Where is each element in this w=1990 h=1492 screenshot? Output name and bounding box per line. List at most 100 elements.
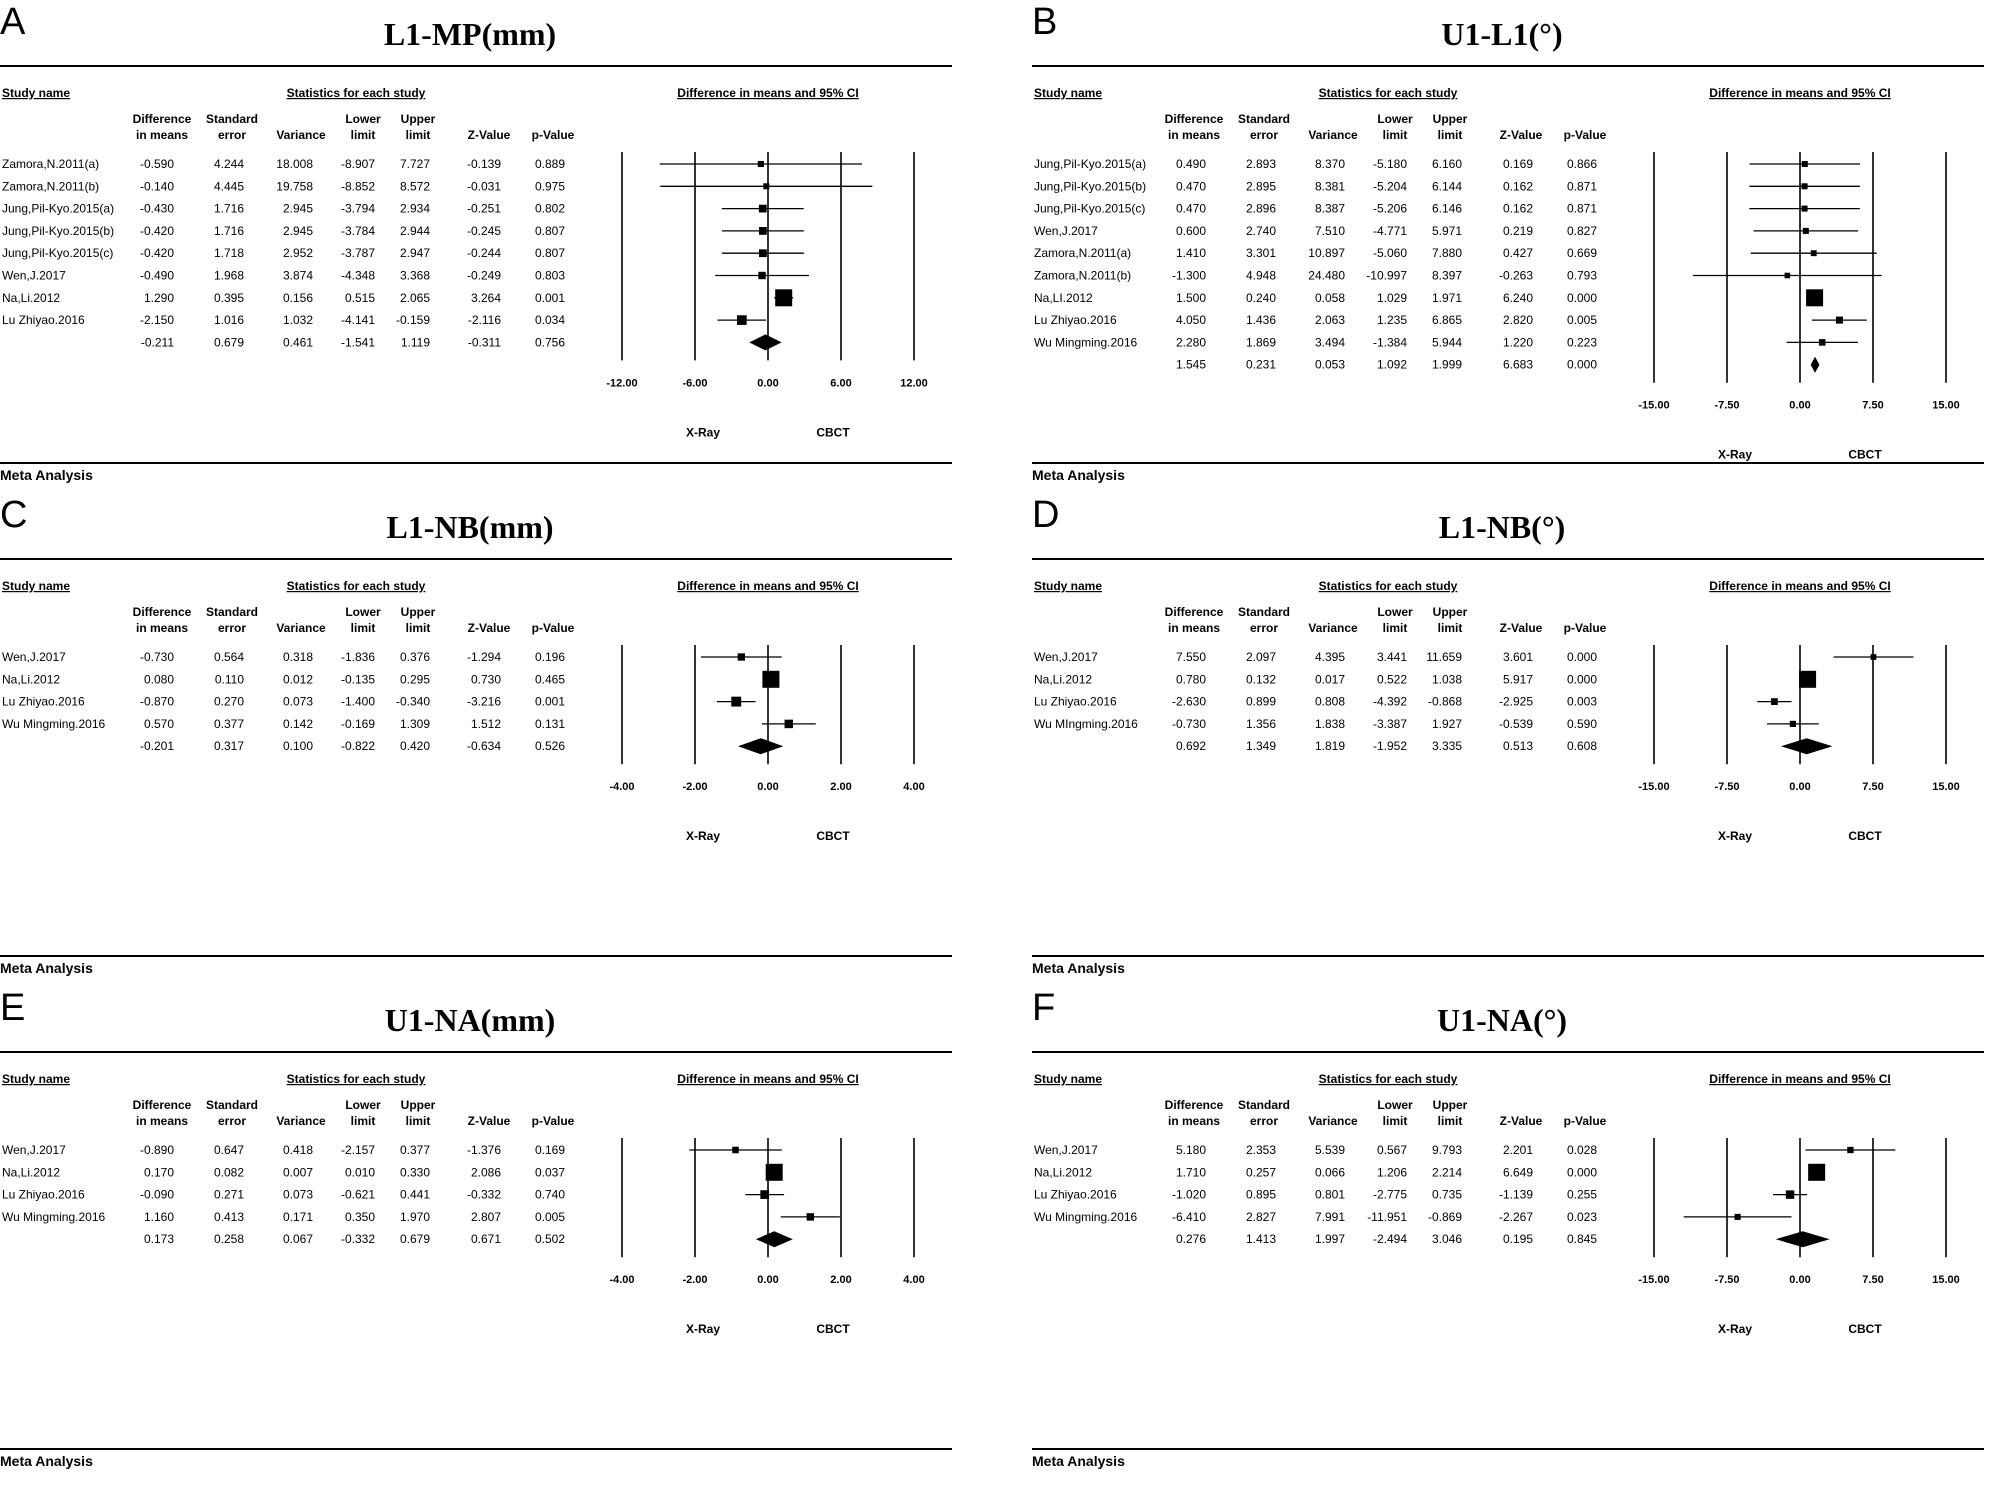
study-marker <box>758 271 766 280</box>
tick-label: -4.00 <box>609 1274 634 1286</box>
study-value: 1.838 <box>1315 717 1345 731</box>
study-value: 0.735 <box>1432 1188 1462 1202</box>
summary-value: 0.513 <box>1503 739 1533 753</box>
study-marker <box>765 1163 783 1181</box>
meta-analysis-label: Meta Analysis <box>1032 1453 1125 1469</box>
study-name: Lu Zhiyao.2016 <box>1034 695 1117 709</box>
x-label-right: CBCT <box>1848 829 1882 843</box>
stats-group-header: Statistics for each study <box>287 86 426 100</box>
study-value: 0.082 <box>214 1165 244 1179</box>
study-marker <box>1810 250 1817 257</box>
study-value: 2.827 <box>1246 1210 1276 1224</box>
study-value: 18.008 <box>276 157 313 171</box>
study-value: 0.007 <box>283 1165 313 1179</box>
study-value: 0.801 <box>1315 1188 1345 1202</box>
tick-label: 7.50 <box>1862 781 1883 793</box>
study-value: 1.970 <box>400 1210 430 1224</box>
study-value: 8.387 <box>1315 202 1345 216</box>
plot-group-header: Difference in means and 95% CI <box>1709 86 1890 100</box>
study-marker <box>763 183 770 190</box>
column-header: Lower <box>1377 1098 1413 1112</box>
column-header: limit <box>406 128 431 142</box>
panel-letter: F <box>1032 987 1055 1029</box>
study-value: -0.870 <box>140 695 174 709</box>
column-header: error <box>1250 621 1278 635</box>
study-value: 0.169 <box>1503 157 1533 171</box>
column-header: Lower <box>345 605 381 619</box>
tick-label: -7.50 <box>1714 400 1739 412</box>
study-value: -0.135 <box>341 672 375 686</box>
column-header: in means <box>136 1114 188 1128</box>
study-name: Wen,J.2017 <box>1034 650 1098 664</box>
stats-group-header: Statistics for each study <box>1319 86 1458 100</box>
study-value: 0.730 <box>471 672 501 686</box>
column-header: Lower <box>345 1098 381 1112</box>
column-header: limit <box>1438 128 1463 142</box>
tick-label: -4.00 <box>609 781 634 793</box>
panel-title: L1-MP(mm) <box>384 16 556 52</box>
panel-c: C L1-NB(mm) Study name Statistics for each … <box>0 494 952 976</box>
study-value: 0.570 <box>144 717 174 731</box>
study-name: Wen,J.2017 <box>2 1143 66 1157</box>
study-value: 0.871 <box>1567 202 1597 216</box>
study-name: Wu Mingming.2016 <box>2 1210 105 1224</box>
study-value: 0.017 <box>1315 672 1345 686</box>
study-value: 0.170 <box>144 1165 174 1179</box>
study-value: 4.948 <box>1246 269 1276 283</box>
column-header: Z-Value <box>468 621 511 635</box>
study-value: -2.150 <box>140 313 174 327</box>
study-name: Lu Zhiyao.2016 <box>2 695 85 709</box>
study-value: 1.716 <box>214 224 244 238</box>
meta-analysis-label: Meta Analysis <box>0 467 93 483</box>
study-value: 1.410 <box>1176 246 1206 260</box>
study-name: Wu MIngming.2016 <box>1034 717 1138 731</box>
study-value: 6.865 <box>1432 313 1462 327</box>
study-value: 0.377 <box>214 717 244 731</box>
study-value: 0.522 <box>1377 672 1407 686</box>
study-value: 0.240 <box>1246 291 1276 305</box>
summary-value: 1.997 <box>1315 1232 1345 1246</box>
summary-value: 0.526 <box>535 739 565 753</box>
study-marker <box>1789 720 1796 727</box>
study-value: 0.223 <box>1567 335 1597 349</box>
study-value: -1.384 <box>1373 335 1407 349</box>
study-value: -3.216 <box>467 695 501 709</box>
summary-value: 0.317 <box>214 739 244 753</box>
study-value: -6.410 <box>1172 1210 1206 1224</box>
column-header: Z-Value <box>1500 621 1543 635</box>
tick-label: 15.00 <box>1932 400 1960 412</box>
study-value: 0.162 <box>1503 179 1533 193</box>
study-value: 0.005 <box>1567 313 1597 327</box>
study-value: 1.235 <box>1377 313 1407 327</box>
study-value: 0.866 <box>1567 157 1597 171</box>
meta-analysis-label: Meta Analysis <box>1032 467 1125 483</box>
study-value: -0.090 <box>140 1188 174 1202</box>
study-value: 4.244 <box>214 157 244 171</box>
study-marker <box>731 696 742 707</box>
study-value: -4.771 <box>1373 224 1407 238</box>
column-header: in means <box>1168 128 1220 142</box>
study-value: -0.420 <box>140 224 174 238</box>
tick-label: 7.50 <box>1862 400 1883 412</box>
study-value: 0.318 <box>283 650 313 664</box>
summary-value: 0.053 <box>1315 358 1345 372</box>
x-label-right: CBCT <box>1848 448 1882 462</box>
study-marker <box>1818 339 1826 346</box>
study-value: 1.710 <box>1176 1165 1206 1179</box>
column-header: Variance <box>276 1114 326 1128</box>
study-value: -11.951 <box>1367 1210 1407 1224</box>
column-header: Standard <box>206 1098 258 1112</box>
column-header: error <box>218 128 246 142</box>
study-value: 1.032 <box>283 313 313 327</box>
column-header: Upper <box>401 1098 436 1112</box>
panel-title: L1-NB(mm) <box>386 509 553 545</box>
column-header: p-Value <box>532 1114 575 1128</box>
tick-label: 0.00 <box>1789 1274 1810 1286</box>
summary-value: 0.195 <box>1503 1232 1533 1246</box>
study-value: 0.780 <box>1176 672 1206 686</box>
summary-diamond <box>1781 738 1833 755</box>
study-name: Na,Li.2012 <box>2 1165 60 1179</box>
study-value: 1.500 <box>1176 291 1206 305</box>
column-header: Z-Value <box>468 1114 511 1128</box>
